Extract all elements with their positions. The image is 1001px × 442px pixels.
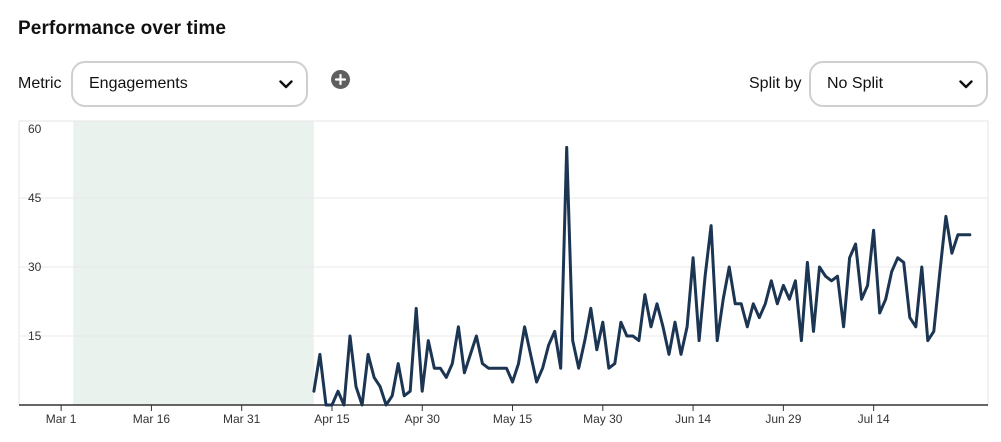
metric-label: Metric [18, 75, 62, 92]
split-select[interactable]: No Split [809, 61, 988, 107]
x-tick-label: Apr 15 [314, 412, 350, 426]
page-title: Performance over time [18, 18, 227, 39]
series-line [312, 145, 972, 407]
plus-icon [334, 73, 347, 86]
x-tick-label: May 15 [493, 412, 533, 426]
x-tick-label: Mar 1 [46, 412, 77, 426]
metric-select-value: Engagements [89, 75, 188, 92]
y-tick-label: 30 [28, 260, 42, 274]
x-tick-label: Jun 29 [765, 412, 801, 426]
x-tick-label: Jun 14 [675, 412, 711, 426]
shaded-range [73, 121, 314, 405]
add-metric-button[interactable] [331, 70, 350, 89]
x-tick-label: Mar 31 [223, 412, 261, 426]
x-tick-label: Jul 14 [858, 412, 890, 426]
chevron-down-icon [278, 76, 294, 92]
metric-select[interactable]: Engagements [71, 61, 308, 107]
x-tick-label: Mar 16 [133, 412, 171, 426]
x-tick-label: May 30 [583, 412, 623, 426]
y-tick-label: 45 [28, 191, 42, 205]
split-select-value: No Split [827, 75, 884, 92]
split-label: Split by [749, 75, 802, 92]
chevron-down-icon [958, 76, 974, 92]
y-tick-label: 60 [28, 122, 42, 136]
x-tick-label: Apr 30 [405, 412, 441, 426]
y-tick-label: 15 [28, 329, 42, 343]
